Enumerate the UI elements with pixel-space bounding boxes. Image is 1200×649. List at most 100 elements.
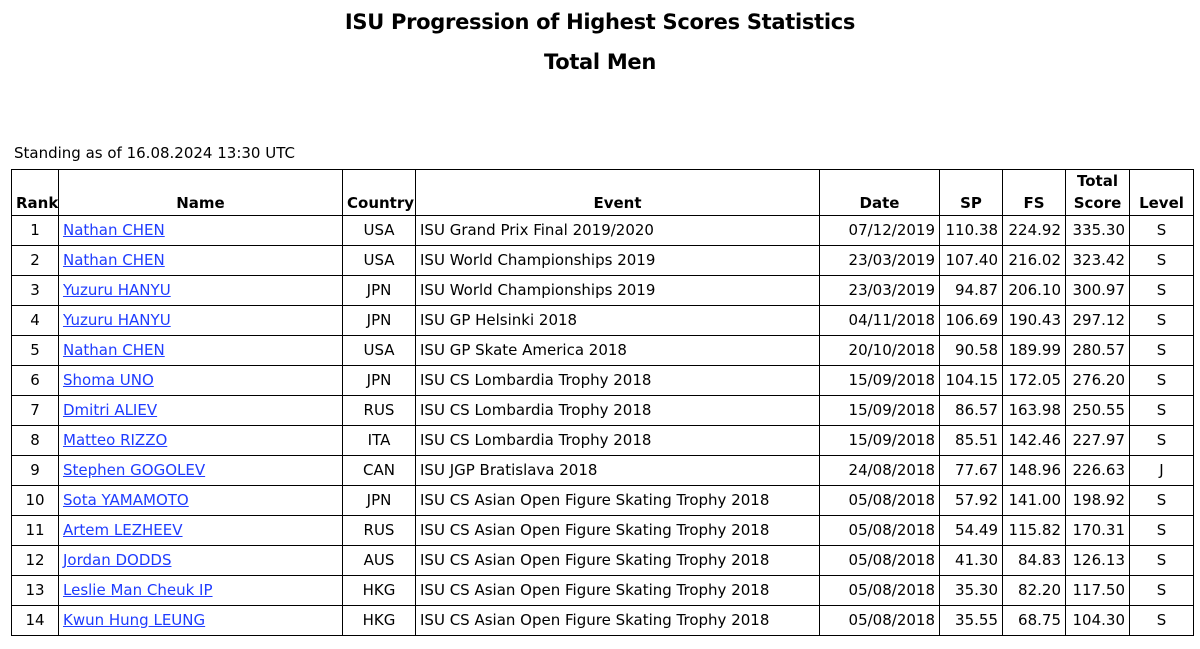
cell-level: S xyxy=(1129,335,1194,366)
cell-country: USA xyxy=(342,245,416,276)
table-header-row: Rank Name Country Event Date SP FS Total… xyxy=(11,169,1194,216)
cell-sp: 104.15 xyxy=(939,365,1003,396)
cell-fs: 163.98 xyxy=(1002,395,1066,426)
cell-total-score: 323.42 xyxy=(1065,245,1130,276)
cell-country: USA xyxy=(342,215,416,246)
cell-fs: 84.83 xyxy=(1002,545,1066,576)
table-row: 10 Sota YAMAMOTO JPN ISU CS Asian Open Figu… xyxy=(11,485,1194,516)
table-row: 11 Artem LEZHEEV RUS ISU CS Asian Open Figu… xyxy=(11,515,1194,546)
cell-country: RUS xyxy=(342,515,416,546)
cell-level: J xyxy=(1129,455,1194,486)
skater-name-link[interactable]: Nathan CHEN xyxy=(63,251,165,269)
cell-date: 20/10/2018 xyxy=(819,335,940,366)
cell-fs: 224.92 xyxy=(1002,215,1066,246)
header-country: Country xyxy=(342,169,416,216)
cell-name: Shoma UNO xyxy=(58,365,343,396)
table-row: 5 Nathan CHEN USA ISU GP Skate America 2018… xyxy=(11,335,1194,366)
cell-sp: 77.67 xyxy=(939,455,1003,486)
cell-event: ISU CS Lombardia Trophy 2018 xyxy=(415,425,820,456)
cell-name: Nathan CHEN xyxy=(58,245,343,276)
cell-event: ISU CS Lombardia Trophy 2018 xyxy=(415,395,820,426)
cell-level: S xyxy=(1129,575,1194,606)
skater-name-link[interactable]: Leslie Man Cheuk IP xyxy=(63,581,213,599)
skater-name-link[interactable]: Yuzuru HANYU xyxy=(63,311,171,329)
cell-level: S xyxy=(1129,215,1194,246)
cell-date: 23/03/2019 xyxy=(819,245,940,276)
header-sp: SP xyxy=(939,169,1003,216)
cell-level: S xyxy=(1129,305,1194,336)
header-total-score: Total Score xyxy=(1065,169,1130,216)
skater-name-link[interactable]: Kwun Hung LEUNG xyxy=(63,611,206,629)
cell-total-score: 297.12 xyxy=(1065,305,1130,336)
cell-level: S xyxy=(1129,365,1194,396)
cell-rank: 12 xyxy=(11,545,59,576)
cell-sp: 57.92 xyxy=(939,485,1003,516)
cell-event: ISU JGP Bratislava 2018 xyxy=(415,455,820,486)
cell-rank: 13 xyxy=(11,575,59,606)
cell-fs: 190.43 xyxy=(1002,305,1066,336)
cell-event: ISU CS Asian Open Figure Skating Trophy … xyxy=(415,485,820,516)
header-rank: Rank xyxy=(11,169,59,216)
skater-name-link[interactable]: Nathan CHEN xyxy=(63,221,165,239)
cell-event: ISU CS Lombardia Trophy 2018 xyxy=(415,365,820,396)
cell-country: AUS xyxy=(342,545,416,576)
page-title: ISU Progression of Highest Scores Statis… xyxy=(344,10,856,34)
cell-sp: 107.40 xyxy=(939,245,1003,276)
header-level: Level xyxy=(1129,169,1194,216)
cell-name: Yuzuru HANYU xyxy=(58,305,343,336)
cell-name: Stephen GOGOLEV xyxy=(58,455,343,486)
cell-name: Artem LEZHEEV xyxy=(58,515,343,546)
table-row: 3 Yuzuru HANYU JPN ISU World Championships … xyxy=(11,275,1194,306)
cell-fs: 148.96 xyxy=(1002,455,1066,486)
cell-event: ISU Grand Prix Final 2019/2020 xyxy=(415,215,820,246)
cell-total-score: 226.63 xyxy=(1065,455,1130,486)
cell-sp: 41.30 xyxy=(939,545,1003,576)
cell-rank: 7 xyxy=(11,395,59,426)
cell-total-score: 276.20 xyxy=(1065,365,1130,396)
cell-sp: 35.55 xyxy=(939,605,1003,636)
skater-name-link[interactable]: Shoma UNO xyxy=(63,371,154,389)
cell-date: 15/09/2018 xyxy=(819,395,940,426)
table-row: 9 Stephen GOGOLEV CAN ISU JGP Bratislava 20… xyxy=(11,455,1194,486)
cell-date: 05/08/2018 xyxy=(819,545,940,576)
cell-date: 24/08/2018 xyxy=(819,455,940,486)
table-row: 1 Nathan CHEN USA ISU Grand Prix Final 2019… xyxy=(11,215,1194,246)
cell-rank: 3 xyxy=(11,275,59,306)
cell-country: ITA xyxy=(342,425,416,456)
cell-name: Leslie Man Cheuk IP xyxy=(58,575,343,606)
skater-name-link[interactable]: Artem LEZHEEV xyxy=(63,521,183,539)
cell-fs: 68.75 xyxy=(1002,605,1066,636)
skater-name-link[interactable]: Dmitri ALIEV xyxy=(63,401,158,419)
cell-sp: 90.58 xyxy=(939,335,1003,366)
cell-sp: 86.57 xyxy=(939,395,1003,426)
skater-name-link[interactable]: Matteo RIZZO xyxy=(63,431,168,449)
skater-name-link[interactable]: Stephen GOGOLEV xyxy=(63,461,206,479)
cell-fs: 141.00 xyxy=(1002,485,1066,516)
scores-table: Rank Name Country Event Date SP FS Total… xyxy=(11,169,1194,636)
cell-fs: 206.10 xyxy=(1002,275,1066,306)
cell-level: S xyxy=(1129,395,1194,426)
cell-country: HKG xyxy=(342,605,416,636)
cell-rank: 6 xyxy=(11,365,59,396)
cell-sp: 85.51 xyxy=(939,425,1003,456)
cell-total-score: 300.97 xyxy=(1065,275,1130,306)
cell-total-score: 126.13 xyxy=(1065,545,1130,576)
cell-country: JPN xyxy=(342,305,416,336)
cell-date: 05/08/2018 xyxy=(819,485,940,516)
cell-fs: 189.99 xyxy=(1002,335,1066,366)
cell-level: S xyxy=(1129,245,1194,276)
cell-total-score: 227.97 xyxy=(1065,425,1130,456)
cell-level: S xyxy=(1129,515,1194,546)
header-date: Date xyxy=(819,169,940,216)
cell-fs: 172.05 xyxy=(1002,365,1066,396)
skater-name-link[interactable]: Yuzuru HANYU xyxy=(63,281,171,299)
cell-event: ISU World Championships 2019 xyxy=(415,245,820,276)
cell-event: ISU CS Asian Open Figure Skating Trophy … xyxy=(415,605,820,636)
skater-name-link[interactable]: Jordan DODDS xyxy=(63,551,172,569)
cell-total-score: 117.50 xyxy=(1065,575,1130,606)
cell-date: 05/08/2018 xyxy=(819,575,940,606)
skater-name-link[interactable]: Sota YAMAMOTO xyxy=(63,491,189,509)
skater-name-link[interactable]: Nathan CHEN xyxy=(63,341,165,359)
cell-fs: 216.02 xyxy=(1002,245,1066,276)
cell-name: Dmitri ALIEV xyxy=(58,395,343,426)
